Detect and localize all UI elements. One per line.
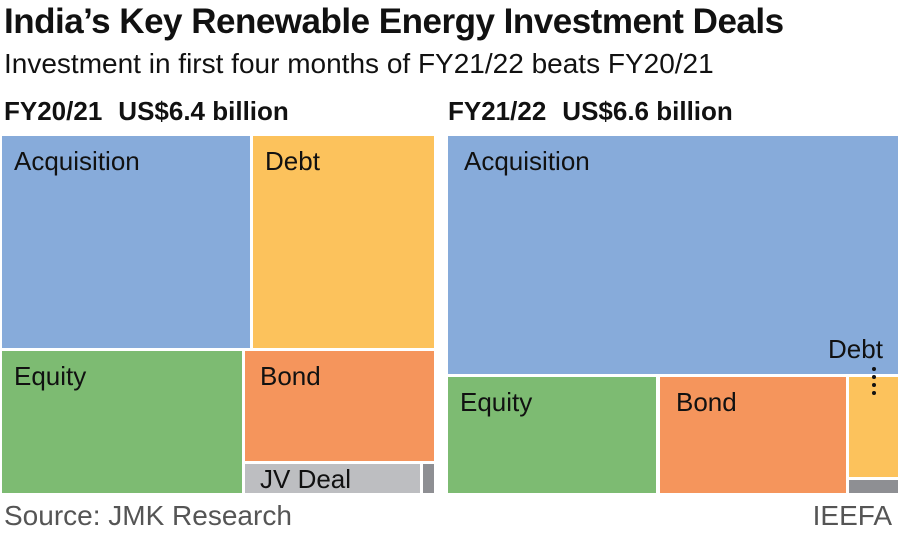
cell-other	[423, 464, 434, 493]
brand-label: IEEFA	[812, 500, 892, 531]
cell-label: Debt	[265, 146, 320, 176]
cell-label: Bond	[260, 361, 321, 391]
callout-dots	[872, 367, 876, 399]
cell-equity: Equity	[2, 351, 242, 493]
left-total: US$6.4 billion	[118, 96, 289, 126]
cell-label: JV Deal	[260, 464, 352, 494]
cell-acquisition: Acquisition	[2, 136, 250, 348]
right-header: FY21/22 US$6.6 billion	[448, 96, 733, 127]
cell-other	[849, 480, 898, 493]
cell-acquisition: Acquisition	[448, 136, 898, 374]
right-year: FY21/22	[448, 96, 547, 126]
cell-label: Acquisition	[464, 146, 590, 176]
cell-label: Bond	[676, 387, 737, 417]
cell-bond: Bond	[245, 351, 434, 461]
cell-label: Equity	[14, 361, 87, 391]
chart-subtitle: Investment in first four months of FY21/…	[4, 48, 714, 79]
cell-label: Acquisition	[14, 146, 140, 176]
chart-title: India’s Key Renewable Energy Investment …	[4, 2, 784, 41]
cell-debt: Debt	[253, 136, 434, 348]
source-note: Source: JMK Research	[4, 500, 292, 531]
cell-equity: Equity	[448, 377, 656, 493]
left-header: FY20/21 US$6.4 billion	[4, 96, 289, 127]
cell-label: Equity	[460, 387, 533, 417]
cell-bond: Bond	[660, 377, 846, 493]
cell-jv-deal: JV Deal	[245, 464, 420, 494]
right-total: US$6.6 billion	[562, 96, 733, 126]
left-year: FY20/21	[4, 96, 103, 126]
debt-callout-label: Debt	[828, 334, 883, 364]
